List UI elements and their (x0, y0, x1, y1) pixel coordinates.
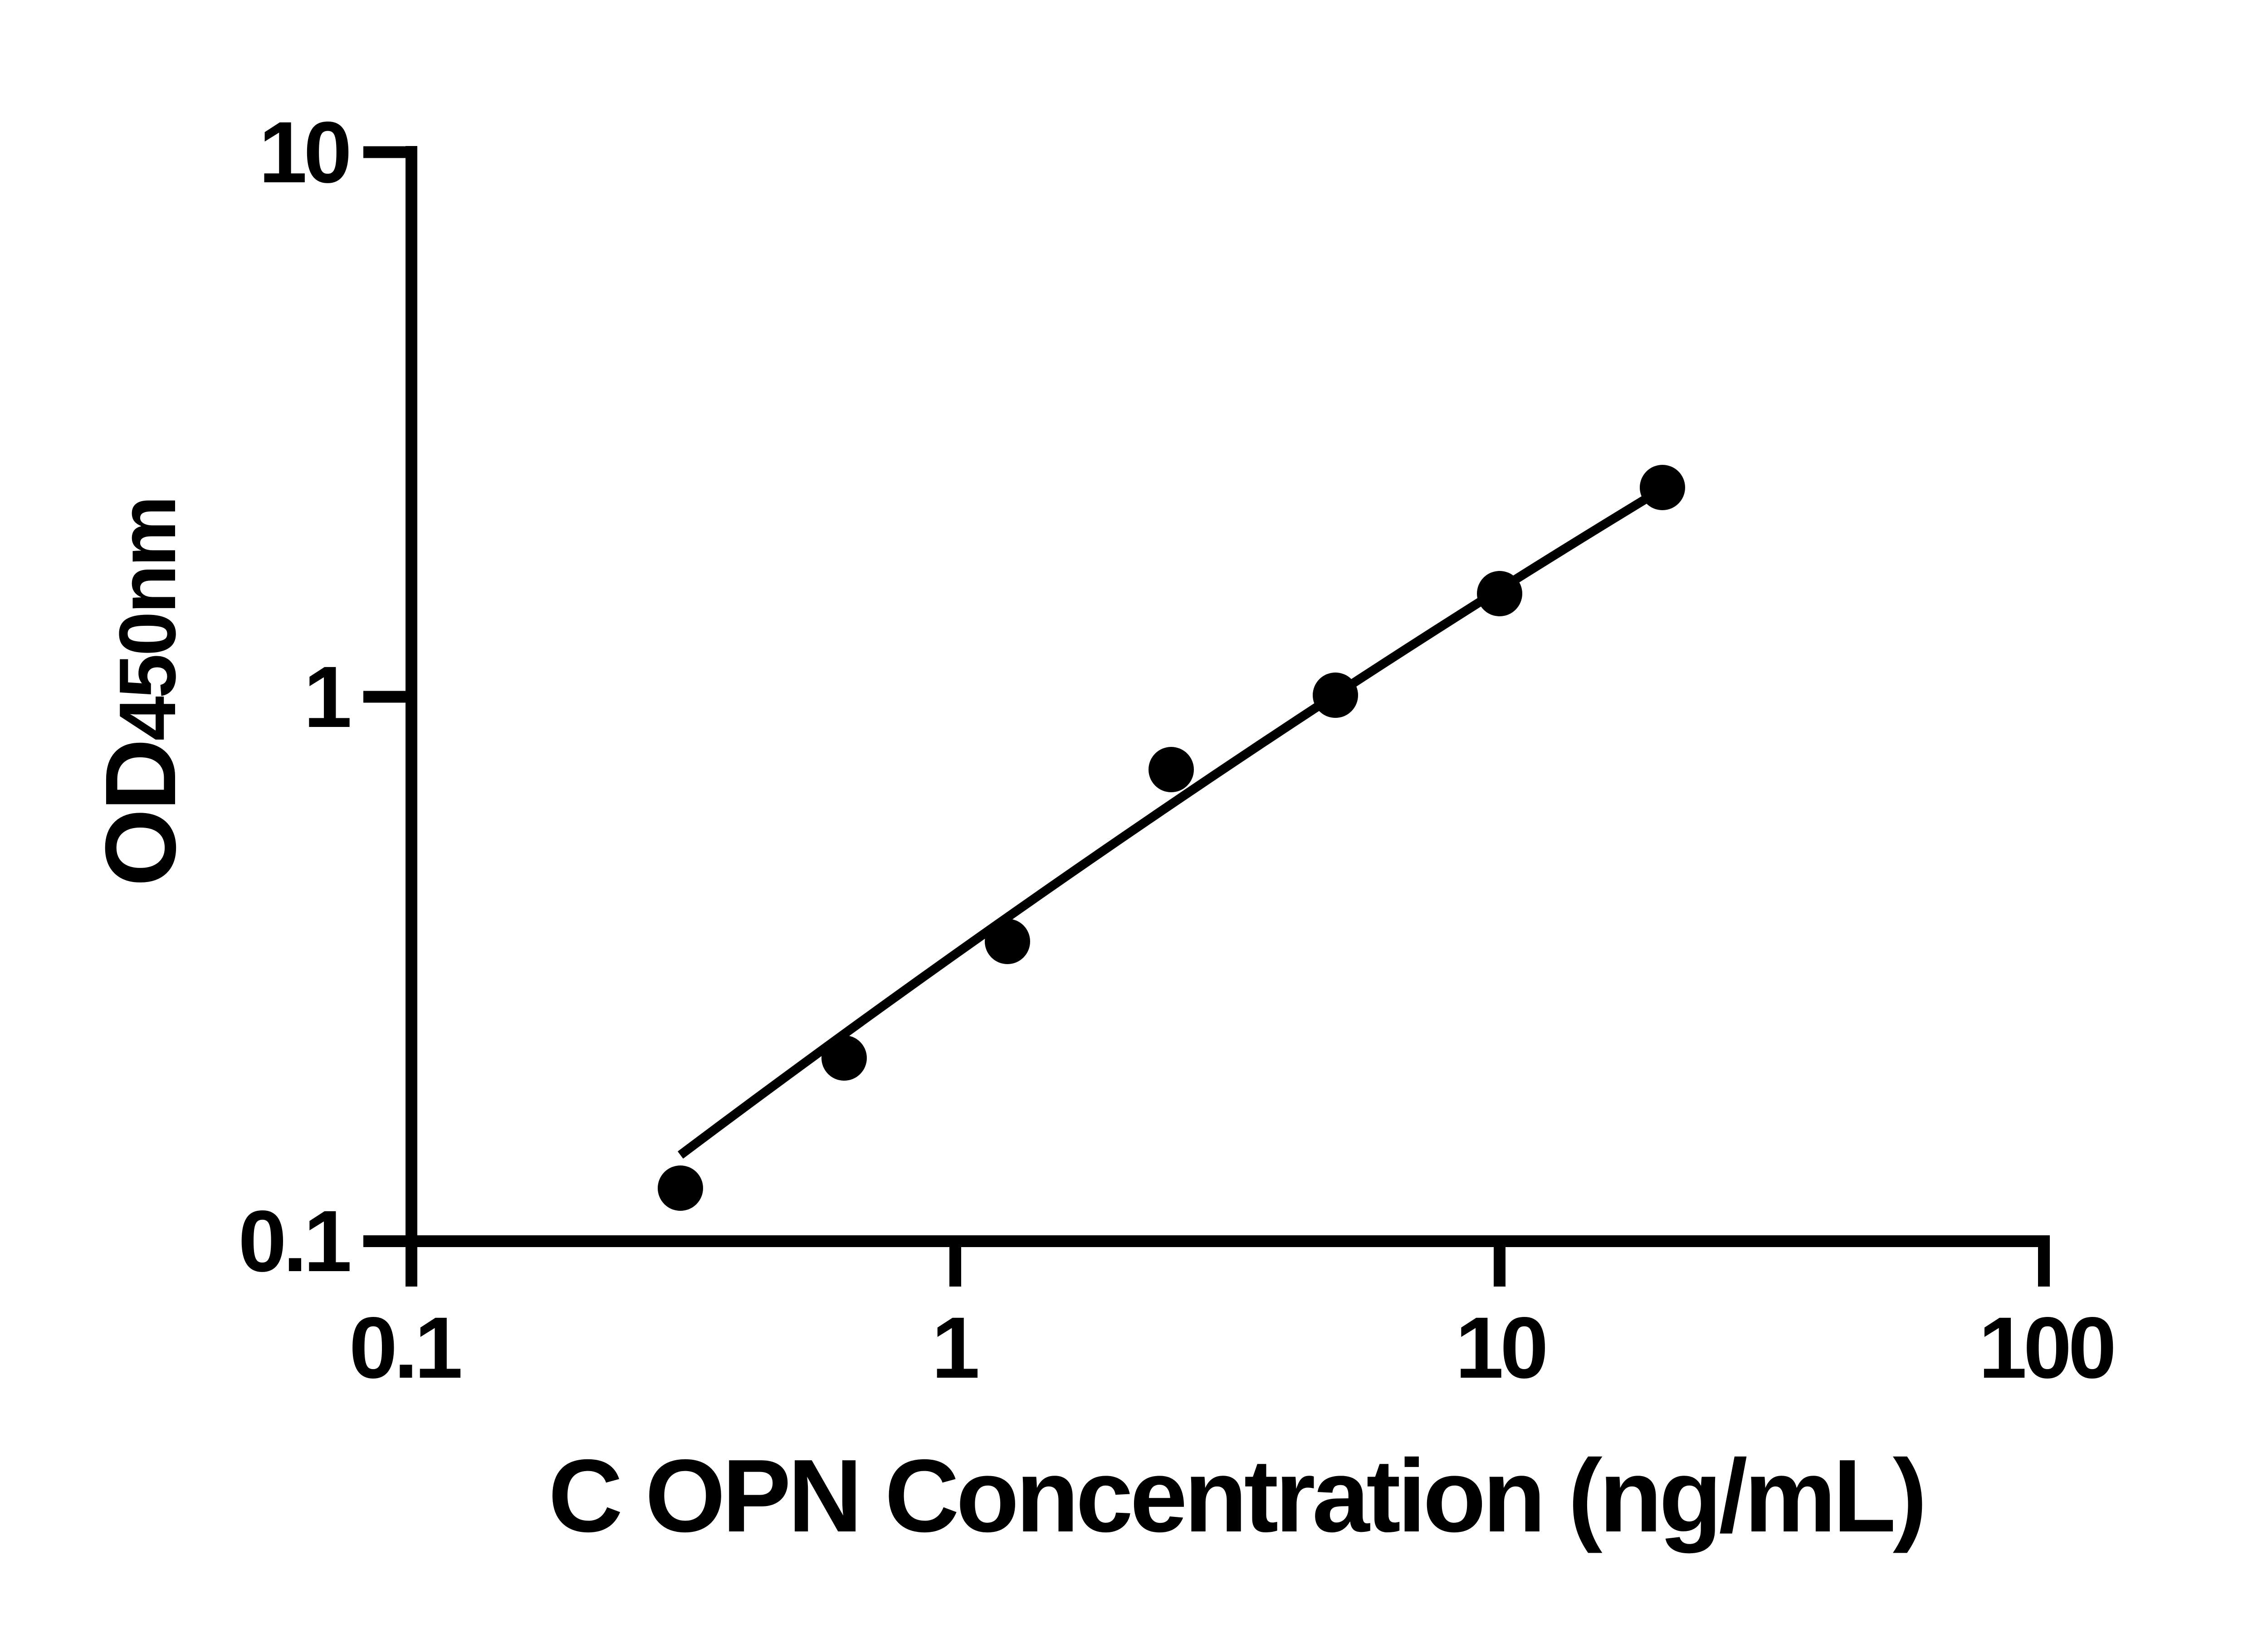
svg-text:1: 1 (932, 1299, 978, 1396)
svg-text:100: 100 (1979, 1299, 2113, 1396)
svg-text:1: 1 (303, 648, 350, 746)
svg-text:10: 10 (1455, 1299, 1545, 1396)
svg-text:10: 10 (259, 103, 348, 201)
svg-text:0.1: 0.1 (349, 1299, 461, 1396)
svg-text:C OPN Concentration (ng/mL): C OPN Concentration (ng/mL) (548, 1438, 1924, 1554)
svg-text:OD450nm: OD450nm (84, 498, 196, 887)
svg-text:0.1: 0.1 (238, 1192, 350, 1290)
